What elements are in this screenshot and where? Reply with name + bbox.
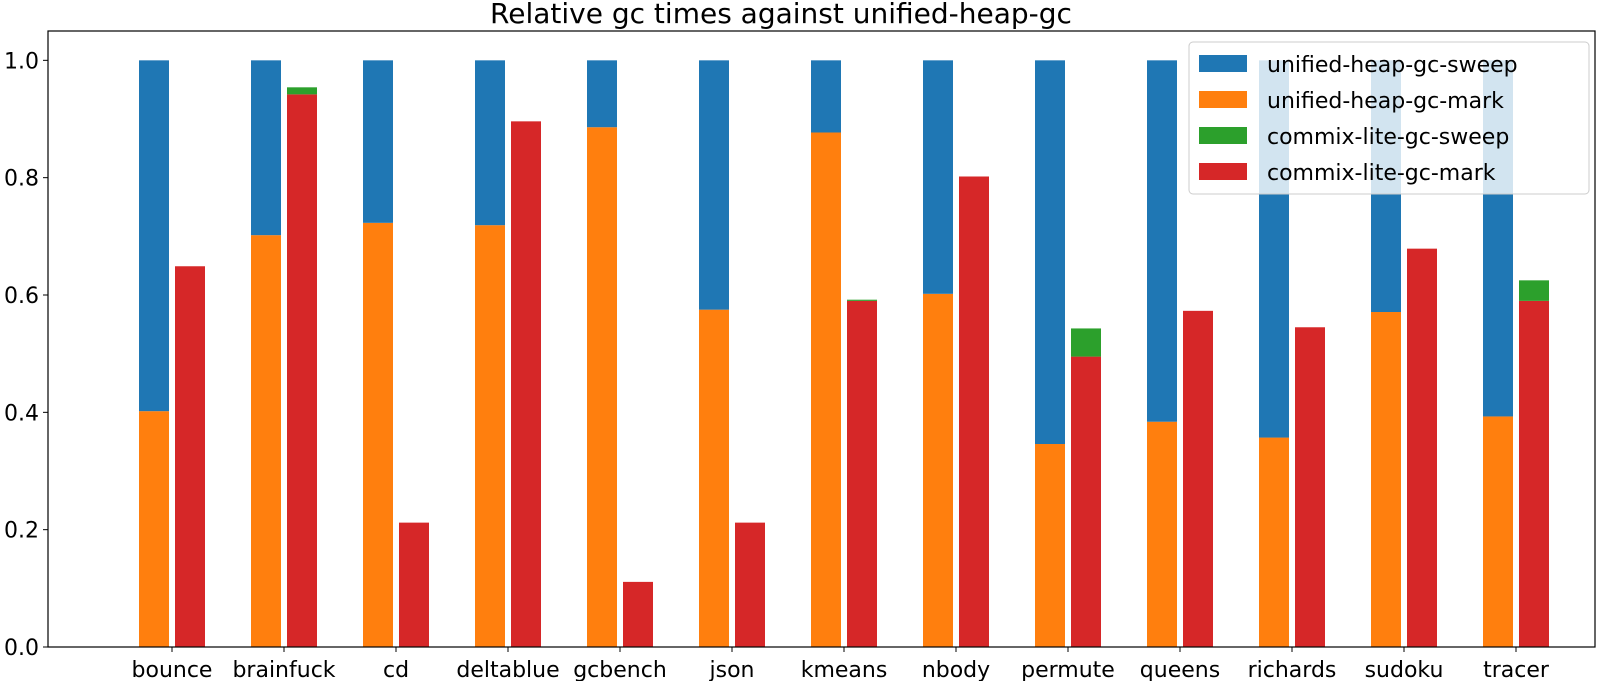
bar-commix-lite-gc-mark-sudoku <box>1407 248 1437 648</box>
bar-unified-heap-gc-sweep-brainfuck <box>251 60 281 236</box>
bar-unified-heap-gc-mark-richards <box>1259 437 1289 647</box>
bar-unified-heap-gc-mark-sudoku <box>1371 312 1401 647</box>
bar-commix-lite-gc-mark-json <box>735 522 765 647</box>
legend-label-unified-heap-gc-mark: unified-heap-gc-mark <box>1267 89 1504 114</box>
axes-group: bounce brainfuck cd deltablue gcbench json kme… <box>4 30 1596 681</box>
bar-commix-lite-gc-mark-nbody <box>959 176 989 647</box>
chart-title: Relative gc times against unified-heap-g… <box>490 0 1072 30</box>
bar-unified-heap-gc-mark-brainfuck <box>251 235 281 647</box>
bar-unified-heap-gc-sweep-deltablue <box>475 60 505 226</box>
x-tick-label-gcbench: gcbench <box>573 658 667 681</box>
x-tick-label-tracer: tracer <box>1483 658 1550 681</box>
bar-commix-lite-gc-mark-bounce <box>175 266 205 647</box>
legend-swatch-commix-lite-gc-sweep <box>1199 127 1247 144</box>
plot-frame <box>47 30 1596 648</box>
x-tick-label-kmeans: kmeans <box>801 658 888 681</box>
bars-group <box>139 60 1549 648</box>
bar-unified-heap-gc-mark-json <box>699 309 729 647</box>
legend-label-commix-lite-gc-mark: commix-lite-gc-mark <box>1267 161 1496 186</box>
legend-label-commix-lite-gc-sweep: commix-lite-gc-sweep <box>1267 125 1509 150</box>
bar-unified-heap-gc-mark-queens <box>1147 421 1177 647</box>
bar-commix-lite-gc-mark-richards <box>1295 327 1325 647</box>
bar-unified-heap-gc-mark-deltablue <box>475 225 505 648</box>
x-tick-label-nbody: nbody <box>922 658 990 681</box>
legend-label-unified-heap-gc-sweep: unified-heap-gc-sweep <box>1267 53 1518 78</box>
bar-unified-heap-gc-sweep-permute <box>1035 60 1065 445</box>
x-tick-label-json: json <box>709 658 755 681</box>
bar-unified-heap-gc-mark-bounce <box>139 411 169 647</box>
x-tick-label-richards: richards <box>1248 658 1337 681</box>
y-tick-label: 0.6 <box>4 284 39 309</box>
y-tick-label: 0.4 <box>4 401 39 426</box>
bar-unified-heap-gc-sweep-gcbench <box>587 60 617 128</box>
legend-box <box>1188 41 1590 195</box>
x-tick-label-bounce: bounce <box>132 658 213 681</box>
x-tick-label-sudoku: sudoku <box>1365 658 1444 681</box>
bar-unified-heap-gc-mark-kmeans <box>811 132 841 647</box>
y-tick-label: 0.8 <box>4 167 39 192</box>
bar-unified-heap-gc-sweep-nbody <box>923 60 953 294</box>
bar-commix-lite-gc-sweep-kmeans <box>847 299 877 301</box>
bar-commix-lite-gc-sweep-brainfuck <box>287 87 317 95</box>
bar-unified-heap-gc-sweep-json <box>699 60 729 310</box>
bar-commix-lite-gc-mark-gcbench <box>623 581 653 647</box>
legend: unified-heap-gc-sweep unified-heap-gc-mar… <box>1188 41 1590 195</box>
bar-unified-heap-gc-sweep-bounce <box>139 60 169 412</box>
legend-swatch-unified-heap-gc-sweep <box>1199 55 1247 72</box>
bar-commix-lite-gc-mark-cd <box>399 522 429 647</box>
bar-unified-heap-gc-sweep-kmeans <box>811 60 841 133</box>
bar-commix-lite-gc-mark-permute <box>1071 356 1101 647</box>
x-tick-label-deltablue: deltablue <box>456 658 559 681</box>
legend-swatch-unified-heap-gc-mark <box>1199 91 1247 108</box>
bar-unified-heap-gc-sweep-cd <box>363 60 393 223</box>
bar-unified-heap-gc-sweep-queens <box>1147 60 1177 422</box>
bar-commix-lite-gc-mark-kmeans <box>847 300 877 647</box>
x-tick-label-cd: cd <box>383 658 409 681</box>
bar-commix-lite-gc-mark-deltablue <box>511 121 541 647</box>
x-tick-label-brainfuck: brainfuck <box>232 658 335 681</box>
y-tick-label: 0.0 <box>4 636 39 661</box>
bar-commix-lite-gc-sweep-tracer <box>1519 280 1549 301</box>
bar-unified-heap-gc-mark-tracer <box>1483 416 1513 647</box>
bar-unified-heap-gc-mark-gcbench <box>587 127 617 648</box>
x-tick-label-queens: queens <box>1140 658 1220 681</box>
y-tick-label: 1.0 <box>4 49 39 74</box>
bar-commix-lite-gc-sweep-permute <box>1071 328 1101 357</box>
legend-swatch-commix-lite-gc-mark <box>1199 163 1247 180</box>
bar-commix-lite-gc-mark-queens <box>1183 310 1213 647</box>
bar-commix-lite-gc-mark-tracer <box>1519 300 1549 647</box>
x-tick-label-permute: permute <box>1021 658 1115 681</box>
bar-unified-heap-gc-mark-permute <box>1035 444 1065 647</box>
bar-unified-heap-gc-mark-cd <box>363 222 393 647</box>
y-tick-label: 0.2 <box>4 519 39 544</box>
bar-commix-lite-gc-mark-brainfuck <box>287 94 317 648</box>
bar-unified-heap-gc-mark-nbody <box>923 293 953 647</box>
